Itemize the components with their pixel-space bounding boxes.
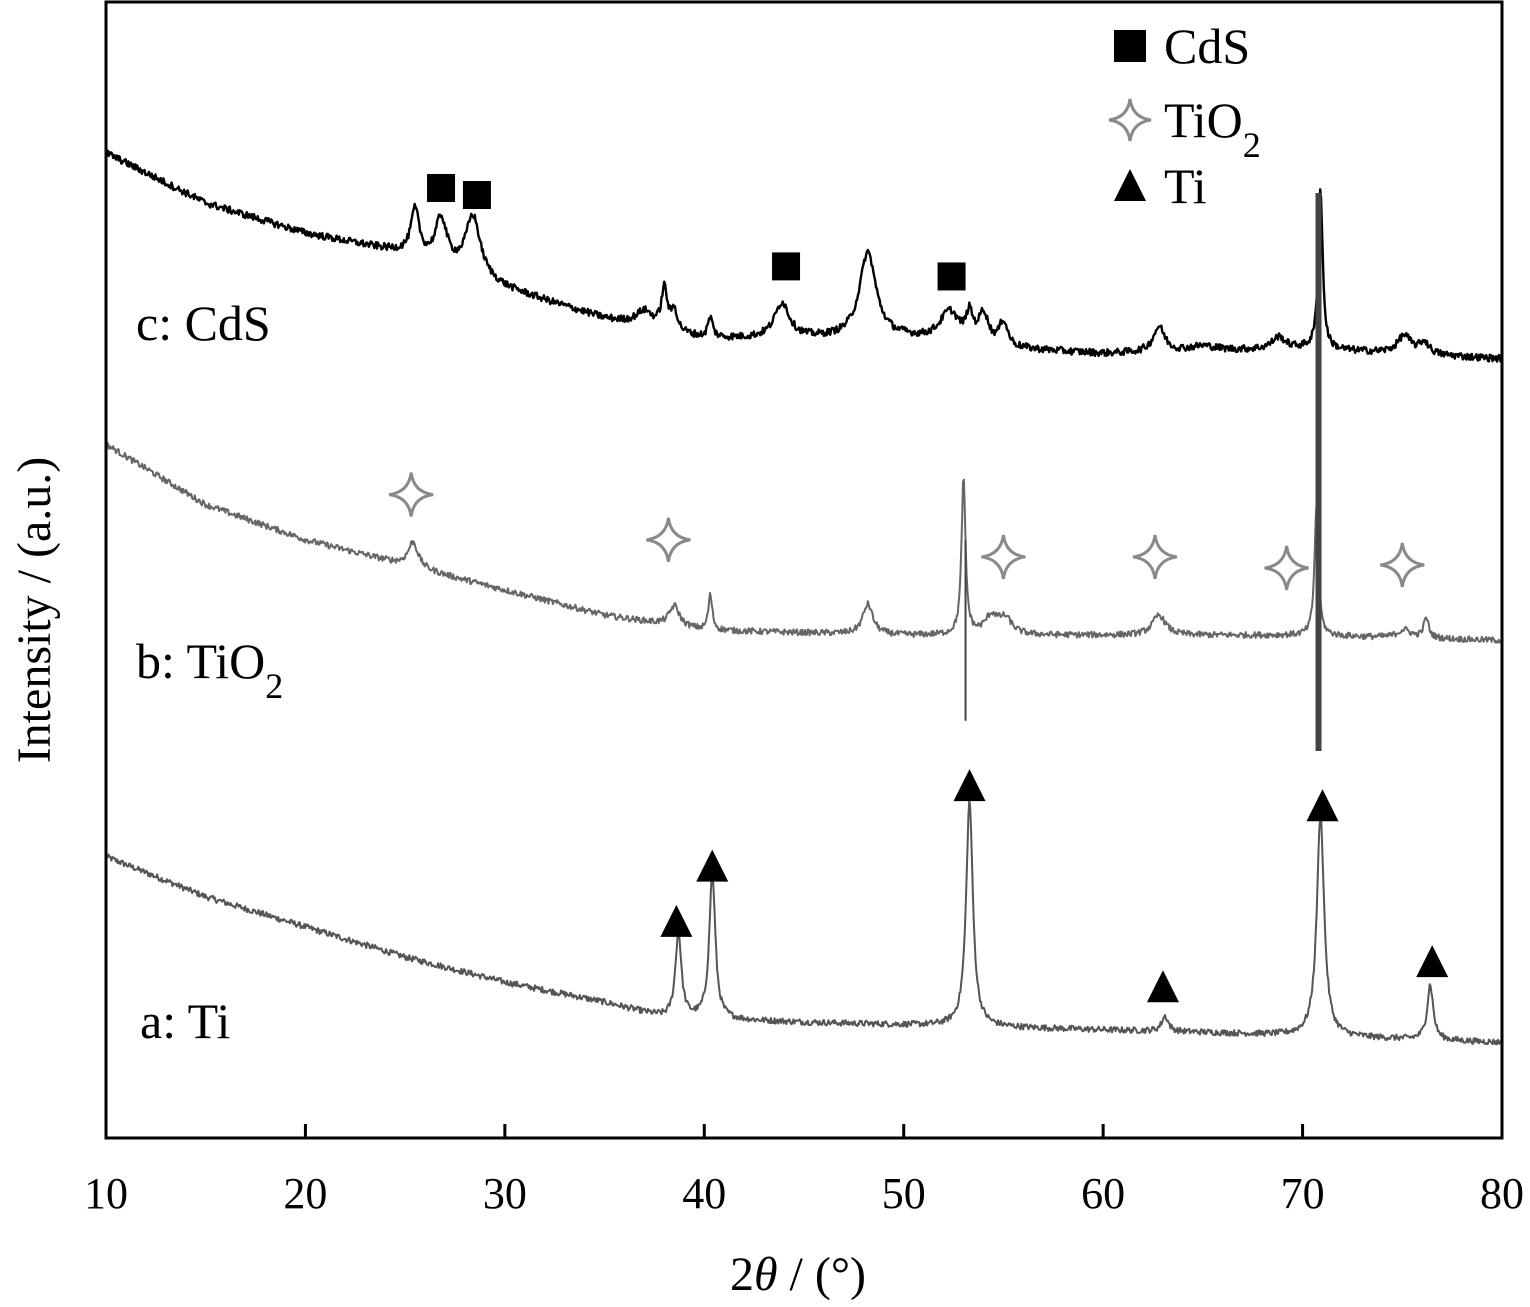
curve-labels: a: Ti b: TiO2 c: CdS [136, 295, 283, 1049]
curve-1-star-marker-0 [388, 472, 434, 517]
curve-0-label-text: a: Ti [140, 993, 230, 1049]
x-axis-title-number: 2 [730, 1248, 754, 1301]
curve-0-triangle-marker-3 [1146, 970, 1179, 1003]
x-tick-label-6: 70 [1281, 1169, 1325, 1218]
curve-2-square-marker-1 [462, 181, 491, 210]
x-axis: 10 20 30 40 50 60 70 80 [84, 1124, 1524, 1218]
curve-2-square-marker-2 [772, 252, 801, 281]
legend-label-1: TiO2 [1164, 92, 1261, 165]
curve-1-star-marker-1 [646, 517, 691, 563]
x-axis-title: 2θ / (°) [730, 1248, 866, 1301]
plot-area [104, 149, 1503, 1046]
curve-1-star-marker-3 [1132, 534, 1178, 580]
curve-2-label-text: c: CdS [136, 295, 271, 351]
x-tick-label-0: 10 [84, 1169, 128, 1218]
x-tick-label-4: 50 [882, 1169, 926, 1218]
curve-1-line [105, 442, 1502, 644]
curve-1-star-marker-2 [981, 534, 1026, 580]
curve-0-triangle-marker-1 [696, 849, 729, 882]
x-tick-label-2: 30 [483, 1169, 527, 1218]
y-axis-title: Intensity / (a.u.) [8, 457, 61, 764]
curve-2-line [104, 149, 1503, 363]
curve-2-label: c: CdS [136, 295, 271, 351]
curve-1-label-text: b: TiO [136, 633, 265, 689]
plot-frame [104, 0, 1504, 1140]
x-tick-label-7: 80 [1480, 1169, 1524, 1218]
x-axis-title-theta: θ [754, 1248, 778, 1301]
legend-star-icon [1108, 98, 1152, 142]
curve-1-star-marker-4 [1264, 545, 1309, 591]
curve-0-triangle-marker-0 [660, 904, 693, 937]
curve-0-triangle-marker-2 [953, 769, 986, 802]
legend-label-1-subscript: 2 [1243, 125, 1261, 165]
curve-1-star-marker-5 [1380, 542, 1425, 588]
curve-2-square-marker-0 [427, 173, 456, 202]
legend-label-2: Ti [1164, 158, 1207, 214]
legend-label-0-text: CdS [1164, 18, 1250, 74]
curve-1-label: b: TiO2 [136, 633, 283, 706]
legend-label-1-text: TiO [1164, 92, 1243, 148]
curve-1-label-subscript: 2 [265, 666, 283, 706]
x-tick-label-5: 60 [1081, 1169, 1125, 1218]
legend-triangle-icon [1114, 169, 1146, 201]
legend-label-2-text: Ti [1164, 158, 1207, 214]
x-axis-title-unit: / (°) [778, 1248, 867, 1301]
curve-0-triangle-marker-4 [1306, 789, 1339, 822]
curve-0-triangle-marker-5 [1416, 945, 1449, 978]
x-tick-label-1: 20 [283, 1169, 327, 1218]
curve-0-line [105, 798, 1503, 1046]
legend-square-icon [1114, 30, 1146, 62]
curve-2-square-marker-3 [937, 262, 966, 291]
curve-0-label: a: Ti [140, 993, 230, 1049]
legend-label-0: CdS [1164, 18, 1250, 74]
x-tick-label-3: 40 [682, 1169, 726, 1218]
